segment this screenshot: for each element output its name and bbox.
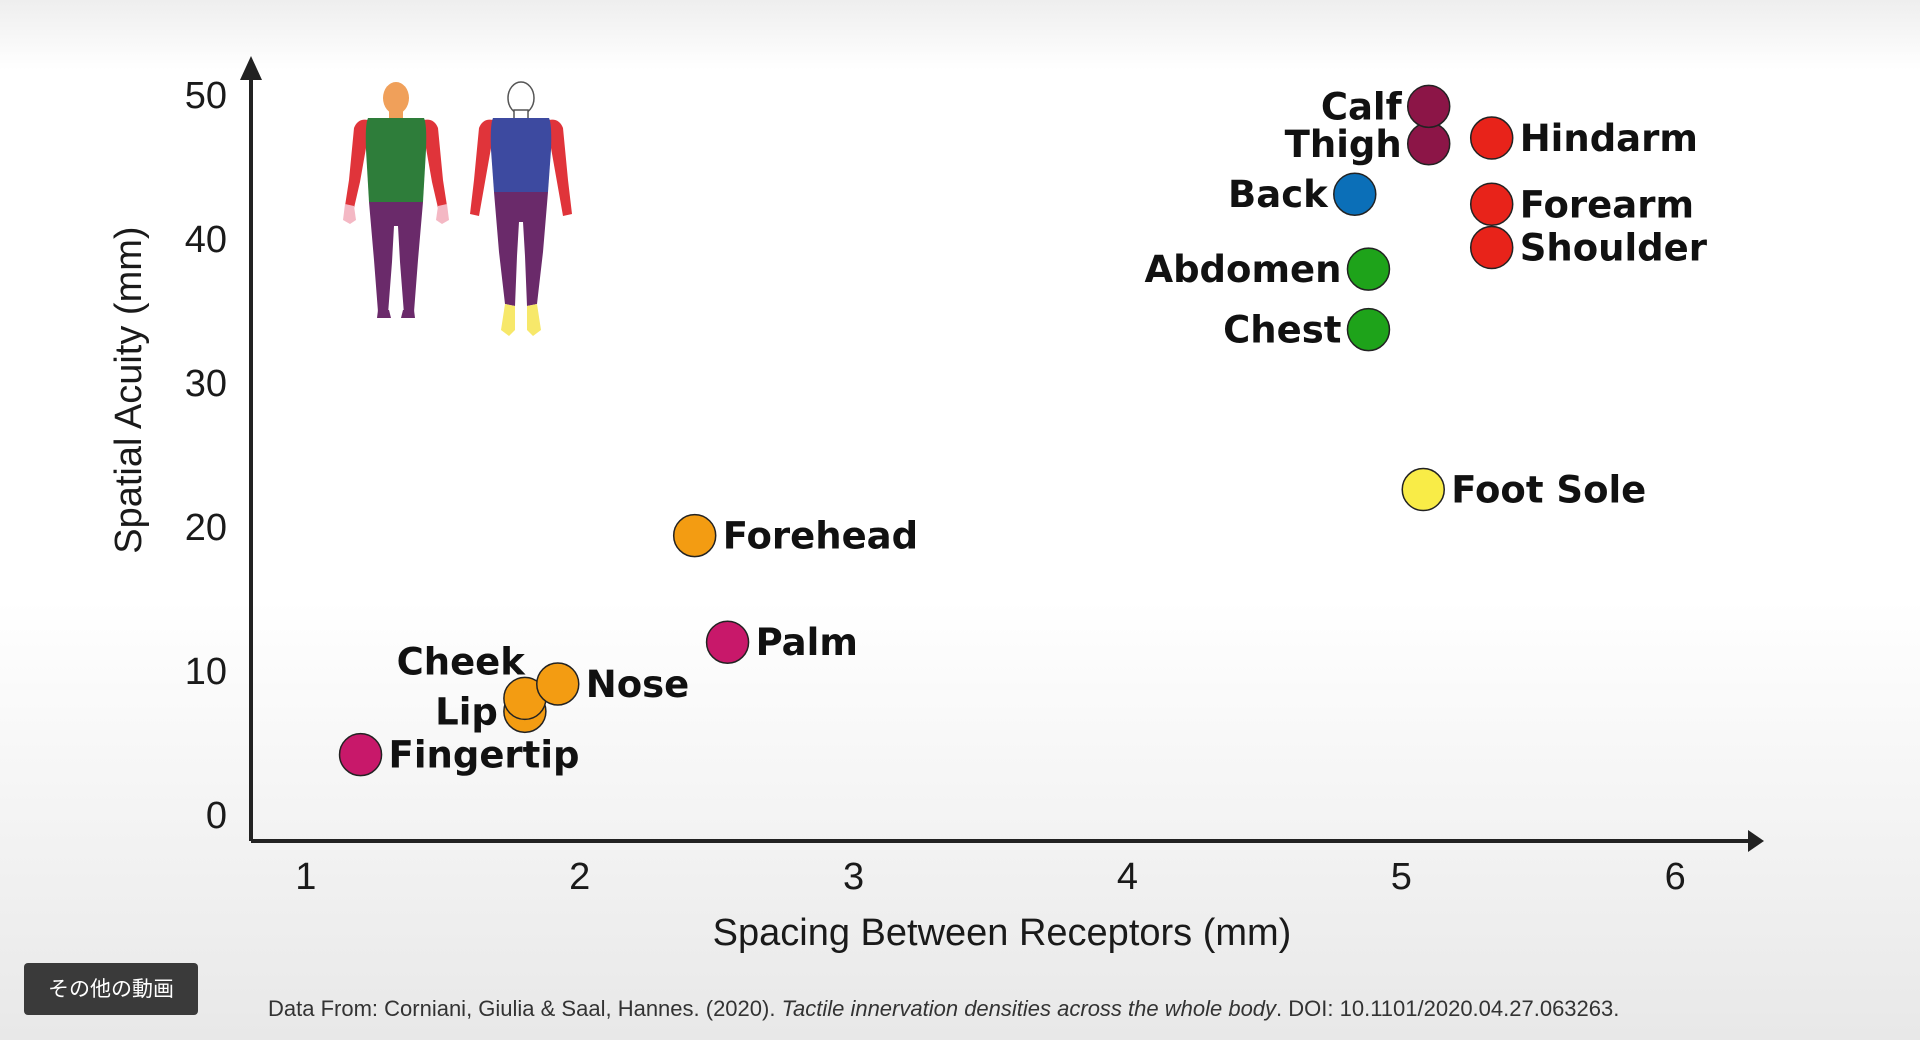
label-hindarm: Hindarm [1520,117,1698,160]
front-right-hand [436,204,449,224]
front-right-arm [424,119,447,208]
front-head [383,82,409,114]
back-right-arm [549,119,572,216]
label-nose: Nose [586,663,690,706]
x-tick-label: 1 [295,856,316,898]
point-abdomen [1346,247,1391,291]
back-torso [490,118,552,192]
point-palm [705,620,750,664]
source-suffix: . DOI: 10.1101/2020.04.27.063263. [1276,996,1620,1021]
front-body-figure [343,82,449,318]
y-axis-arrow [240,56,262,80]
point-hindarm [1469,116,1514,160]
back-left-arm [470,119,493,216]
back-left-foot [501,304,515,336]
y-tick-label: 30 [185,363,227,405]
front-feet [377,310,415,318]
front-left-arm [345,119,368,208]
source-prefix: Data From: Corniani, Giulia & Saal, Hann… [268,996,782,1021]
point-back [1333,172,1377,216]
source-citation: Data From: Corniani, Giulia & Saal, Hann… [268,996,1788,1022]
point-forearm [1469,182,1514,227]
x-tick-label: 5 [1391,856,1412,898]
source-title: Tactile innervation densities across the… [781,996,1277,1021]
point-nose [536,662,580,706]
y-axis-title: Spatial Acuity (mm) [108,226,150,553]
label-fingertip: Fingertip [389,734,580,777]
y-tick-label: 0 [206,795,227,837]
data-points [338,84,1514,777]
label-abdomen: Abdomen [1144,248,1341,291]
label-shoulder: Shoulder [1520,227,1708,270]
point-shoulder [1469,225,1514,270]
x-axis-title: Spacing Between Receptors (mm) [713,912,1292,954]
body-map-illustration [343,81,572,336]
y-tick-label: 10 [185,651,227,693]
y-tick-label: 40 [185,219,227,261]
point-fingertip [338,732,383,777]
front-torso [365,118,427,202]
point-chest [1346,307,1391,352]
point-forehead [672,513,717,558]
x-tick-label: 2 [569,856,590,898]
x-tick-label: 4 [1117,856,1138,898]
label-back: Back [1228,173,1329,216]
x-tick-label: 6 [1665,856,1686,898]
label-palm: Palm [756,621,858,664]
point-calf [1406,84,1451,129]
back-body-figure [470,81,572,336]
x-axis-arrow [1748,830,1764,852]
label-cheek: Cheek [397,640,527,683]
label-chest: Chest [1223,309,1341,352]
y-tick-label: 50 [185,75,227,117]
label-lip: Lip [435,690,498,733]
label-calf: Calf [1321,85,1403,128]
back-legs [494,192,548,306]
back-head [507,81,535,115]
label-forehead: Forehead [723,515,918,558]
label-foot-sole: Foot Sole [1451,469,1646,512]
point-foot-sole [1401,467,1445,512]
y-tick-label: 20 [185,507,227,549]
front-left-hand [343,204,356,224]
front-legs [369,202,423,314]
back-right-foot [527,304,541,336]
front-neck [389,110,403,120]
label-thigh: Thigh [1285,123,1402,166]
more-videos-button[interactable]: その他の動画 [24,963,198,1015]
axes: 1 2 3 4 5 6 0 10 20 30 40 50 Spacing Between Recepto… [108,56,1764,954]
x-tick-label: 3 [843,856,864,898]
point-thigh [1406,122,1451,166]
label-forearm: Forearm [1520,183,1694,226]
